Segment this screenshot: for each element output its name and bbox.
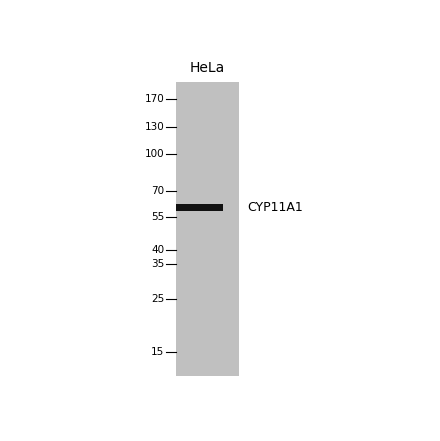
Text: 35: 35	[151, 259, 164, 269]
Text: 130: 130	[144, 122, 164, 132]
Text: 40: 40	[151, 245, 164, 255]
Bar	[176, 204, 224, 211]
Text: 100: 100	[144, 149, 164, 159]
Text: 70: 70	[151, 187, 164, 196]
Text: 55: 55	[151, 212, 164, 221]
Bar	[176, 82, 239, 375]
Text: CYP11A1: CYP11A1	[248, 201, 304, 214]
Text: 25: 25	[151, 294, 164, 304]
Text: 170: 170	[144, 94, 164, 104]
Text: HeLa: HeLa	[190, 61, 225, 75]
Text: 15: 15	[151, 347, 164, 357]
